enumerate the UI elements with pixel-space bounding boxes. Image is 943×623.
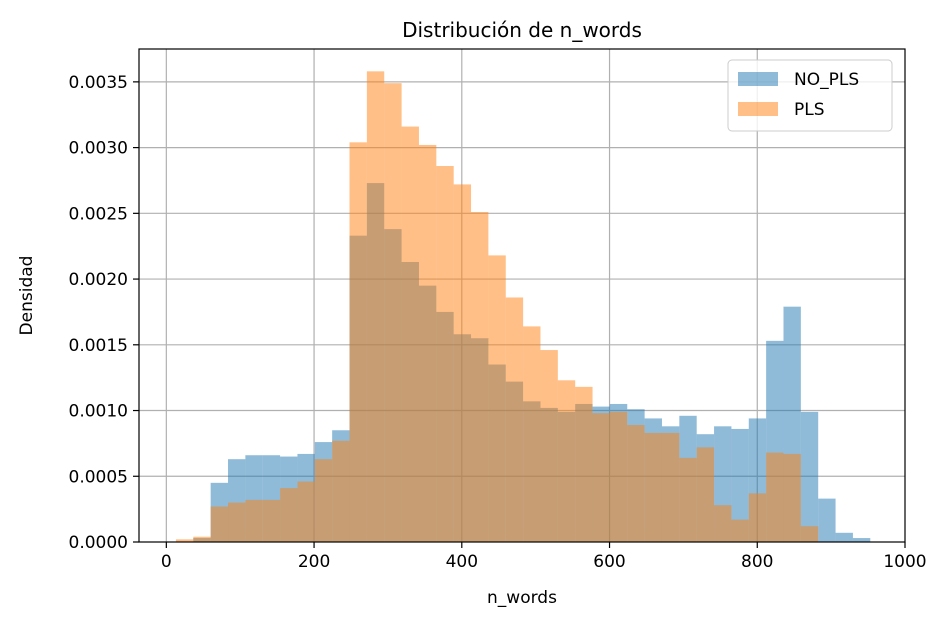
y-tick-label: 0.0015 [69,336,128,356]
y-tick-label: 0.0020 [69,270,128,290]
chart-title: Distribución de n_words [402,18,642,42]
y-tick-label: 0.0030 [69,139,128,159]
x-tick-label: 600 [593,552,625,572]
x-tick-label: 400 [446,552,478,572]
histogram-bar [592,413,610,542]
histogram-bar [627,424,645,542]
histogram-bar [731,428,749,542]
y-axis-label: Densidad [17,256,37,336]
histogram-bar [557,380,576,542]
legend-label: NO_PLS [794,70,859,90]
histogram-bar [314,459,333,542]
histogram-bar [800,411,819,542]
histogram-bar [488,255,506,543]
legend-swatch [738,102,778,116]
y-tick-label: 0.0010 [69,402,128,422]
y-tick-label: 0.0000 [69,533,128,553]
histogram-bar [835,532,853,542]
histogram-bar [471,212,489,542]
histogram-bar [366,71,385,542]
plot-frame [138,48,906,543]
y-tick-label: 0.0035 [69,73,128,93]
histogram-bar [818,498,836,542]
legend: NO_PLS PLS [727,59,893,132]
histogram-bar [661,432,680,542]
x-axis-label: n_words [487,588,557,608]
series-pls [175,71,819,543]
histogram-bar [453,184,472,543]
x-tick-label: 800 [741,552,773,572]
histogram-bar [175,539,194,542]
histogram-bar [193,536,211,542]
histogram-bar [401,126,419,542]
y-tick-label: 0.0005 [69,467,128,487]
histogram-bar [418,144,437,542]
legend-label: PLS [794,100,825,120]
histogram-bar [245,499,263,542]
x-tick-label: 0 [161,552,172,572]
y-tick-label: 0.0025 [69,204,128,224]
histogram-bar [748,493,767,542]
histogram-bar [783,453,801,542]
histogram-bar [262,499,281,542]
x-tick-label: 200 [298,552,330,572]
axis-ticks: 0 200 400 600 800 1000 0.0000 0.0005 0.0010 0.001… [69,73,927,572]
histogram-bars [175,71,871,543]
legend-swatch [738,72,778,86]
histogram-bar [280,488,298,542]
histogram-bar [505,297,524,542]
histogram-bar [384,83,402,542]
histogram-bar [766,452,784,542]
histogram-bar [540,350,558,542]
histogram-bar [696,447,715,542]
histogram-bar [852,538,871,542]
histogram-bar [609,411,628,542]
histogram-bar [436,166,454,542]
histogram-bar [731,519,749,542]
histogram-bar [575,386,593,542]
histogram-bar [714,505,732,542]
histogram-bar [800,526,819,542]
histogram-bar [679,457,697,542]
histogram-bar [228,502,246,542]
x-tick-label: 1000 [883,552,926,572]
histogram-bar [332,440,350,542]
histogram-bar [644,432,662,542]
histogram-bar [210,506,229,542]
histogram-bar [349,142,367,542]
histogram-bar [297,481,315,542]
histogram-bar [523,326,541,542]
